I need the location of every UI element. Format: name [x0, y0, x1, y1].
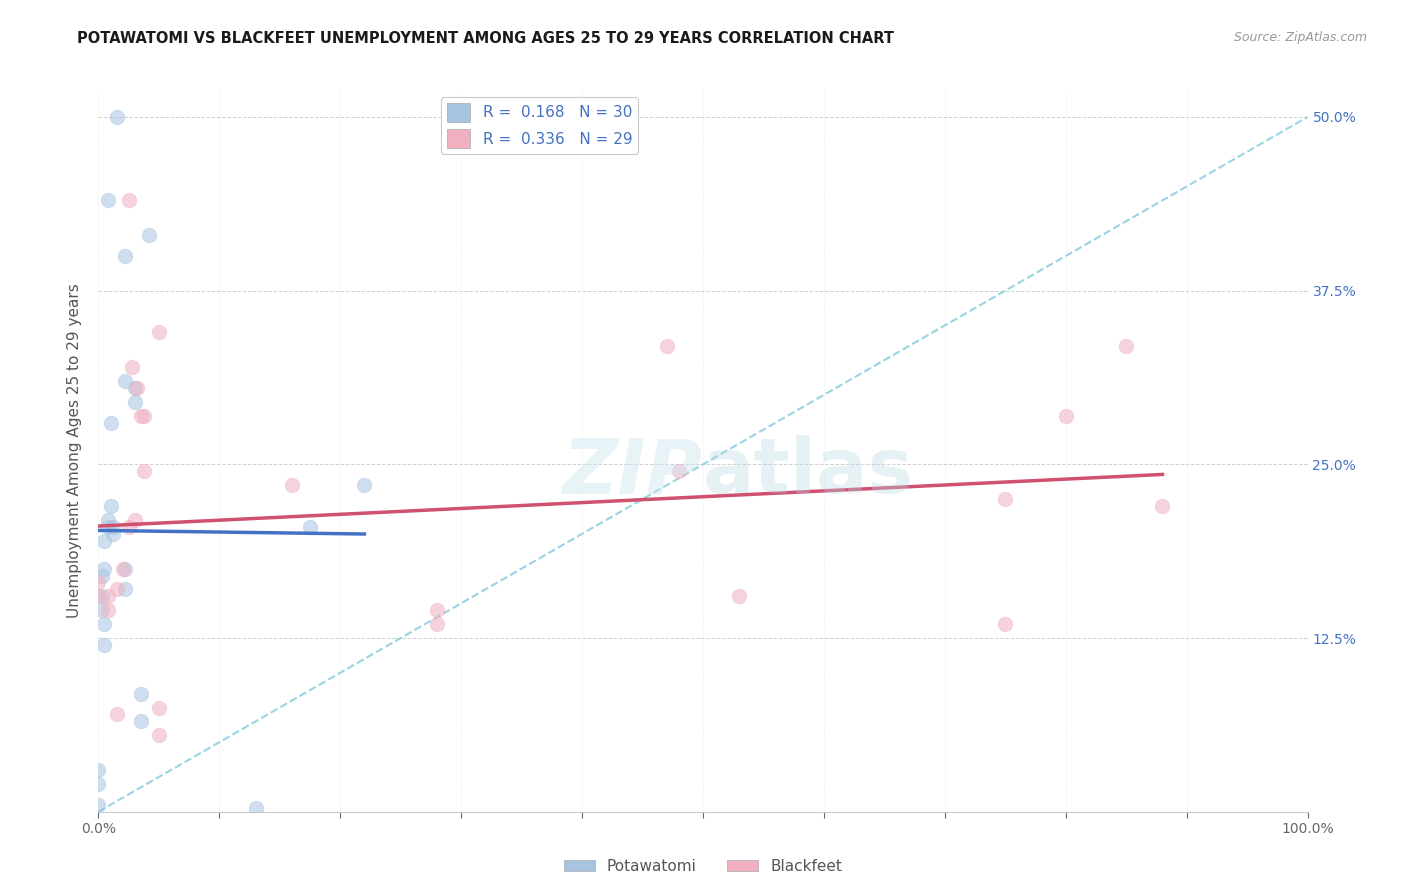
- Point: [97, 194, 120, 208]
- Text: ZIP: ZIP: [564, 435, 703, 509]
- Point: [91, 603, 114, 617]
- Point: [114, 561, 136, 575]
- Point: [994, 617, 1017, 632]
- Point: [87, 777, 110, 791]
- Point: [93, 533, 115, 548]
- Text: POTAWATOMI VS BLACKFEET UNEMPLOYMENT AMONG AGES 25 TO 29 YEARS CORRELATION CHART: POTAWATOMI VS BLACKFEET UNEMPLOYMENT AMO…: [77, 31, 894, 46]
- Point: [127, 381, 149, 395]
- Point: [148, 326, 170, 340]
- Point: [114, 249, 136, 263]
- Point: [93, 617, 115, 632]
- Point: [114, 582, 136, 597]
- Point: [655, 339, 678, 353]
- Point: [87, 575, 110, 590]
- Point: [245, 800, 267, 814]
- Y-axis label: Unemployment Among Ages 25 to 29 years: Unemployment Among Ages 25 to 29 years: [67, 283, 83, 618]
- Point: [129, 687, 152, 701]
- Point: [124, 513, 146, 527]
- Point: [148, 700, 170, 714]
- Point: [138, 228, 160, 243]
- Legend: R =  0.168   N = 30, R =  0.336   N = 29: R = 0.168 N = 30, R = 0.336 N = 29: [441, 97, 638, 154]
- Point: [101, 526, 124, 541]
- Point: [105, 707, 128, 722]
- Legend: Potawatomi, Blackfeet: Potawatomi, Blackfeet: [558, 853, 848, 880]
- Point: [124, 394, 146, 409]
- Point: [1054, 409, 1077, 423]
- Point: [97, 603, 120, 617]
- Point: [426, 617, 449, 632]
- Point: [114, 374, 136, 388]
- Point: [105, 582, 128, 597]
- Point: [299, 520, 322, 534]
- Point: [121, 360, 143, 375]
- Point: [111, 561, 134, 575]
- Point: [87, 590, 110, 604]
- Point: [93, 561, 115, 575]
- Point: [134, 464, 156, 478]
- Point: [124, 381, 146, 395]
- Point: [148, 728, 170, 742]
- Text: Source: ZipAtlas.com: Source: ZipAtlas.com: [1233, 31, 1367, 45]
- Text: atlas: atlas: [703, 435, 914, 509]
- Point: [994, 492, 1017, 507]
- Point: [87, 797, 110, 812]
- Point: [93, 638, 115, 652]
- Point: [91, 568, 114, 582]
- Point: [91, 590, 114, 604]
- Point: [100, 499, 122, 513]
- Point: [97, 520, 120, 534]
- Point: [97, 513, 120, 527]
- Point: [426, 603, 449, 617]
- Point: [87, 763, 110, 777]
- Point: [281, 478, 304, 492]
- Point: [97, 590, 120, 604]
- Point: [129, 714, 152, 729]
- Point: [100, 416, 122, 430]
- Point: [668, 464, 690, 478]
- Point: [1152, 499, 1174, 513]
- Point: [353, 478, 375, 492]
- Point: [1115, 339, 1137, 353]
- Point: [134, 409, 156, 423]
- Point: [118, 520, 141, 534]
- Point: [101, 520, 124, 534]
- Point: [118, 194, 141, 208]
- Point: [129, 409, 152, 423]
- Point: [105, 110, 128, 124]
- Point: [728, 590, 751, 604]
